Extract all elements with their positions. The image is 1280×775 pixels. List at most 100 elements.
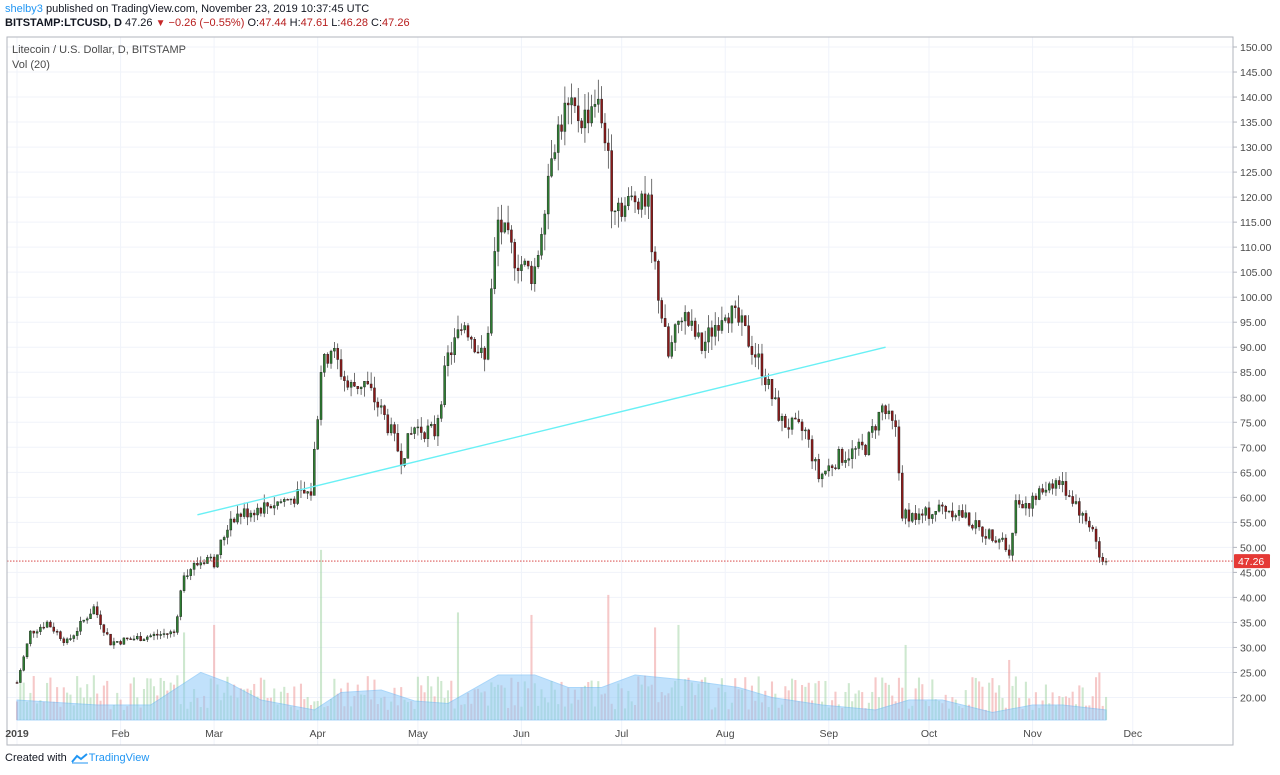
candle-body: [931, 514, 934, 519]
candle-body: [443, 365, 446, 405]
candle-body: [687, 312, 690, 326]
candle-body: [389, 424, 393, 434]
volume-bar: [456, 612, 460, 720]
volume-bar: [436, 676, 439, 720]
candle-body: [633, 195, 637, 203]
low-label: L:: [331, 17, 341, 29]
chart-title: Litecoin / U.S. Dollar, D, BITSTAMP: [12, 44, 187, 56]
candle-body: [573, 97, 577, 107]
candle-body: [466, 325, 470, 338]
candle-body: [824, 470, 827, 475]
candle-body: [132, 638, 136, 641]
candle-body: [556, 124, 560, 153]
candle-body: [536, 255, 540, 267]
volume-bar: [794, 680, 797, 720]
candle-body: [927, 507, 931, 519]
candle-body: [757, 353, 760, 358]
volume-bar: [981, 686, 984, 720]
candle-body: [232, 518, 236, 523]
chart-grid: [7, 37, 1233, 745]
candle-body: [379, 405, 383, 408]
candle-body: [520, 264, 523, 271]
candle-body: [49, 621, 52, 628]
candle-body: [450, 352, 453, 356]
volume-bar: [1078, 685, 1081, 720]
candle-body: [343, 376, 346, 381]
candle-body: [493, 251, 496, 289]
volume-bar: [86, 684, 89, 720]
x-tick-label: Nov: [1023, 728, 1042, 740]
candle-body: [473, 339, 476, 353]
author-name[interactable]: shelby3: [5, 3, 43, 15]
candle-body: [650, 194, 653, 253]
candle-body: [837, 449, 841, 469]
volume-indicator-label[interactable]: Vol (20): [12, 59, 50, 71]
candle-body: [309, 491, 313, 496]
candle-body: [276, 501, 279, 506]
candle-body: [961, 510, 964, 518]
volume-bar: [991, 678, 994, 720]
candle-body: [1038, 488, 1041, 500]
tradingview-logo[interactable]: TradingView: [70, 752, 149, 764]
candle-body: [533, 266, 537, 284]
candle-body: [830, 465, 834, 468]
open-label: O:: [247, 17, 260, 29]
candle-body: [346, 380, 349, 388]
candle-body: [156, 633, 159, 636]
last-price-label-bg: [1234, 554, 1270, 569]
candle-body: [516, 267, 520, 271]
candle-body: [583, 109, 587, 129]
candle-body: [730, 305, 734, 324]
x-tick-label: Mar: [205, 728, 224, 740]
candle-body: [236, 513, 239, 523]
candle-body: [32, 630, 35, 634]
candle-body: [456, 329, 460, 338]
volume-bar: [964, 690, 967, 720]
candle-body: [336, 348, 339, 360]
candle-body: [623, 205, 627, 217]
candle-body: [1068, 495, 1071, 497]
candle-body: [924, 507, 927, 516]
candle-body: [416, 426, 420, 429]
candle-body: [840, 449, 844, 463]
candle-body: [957, 510, 961, 516]
candle-body: [72, 635, 76, 639]
candle-body: [79, 621, 82, 632]
candle-body: [152, 633, 156, 636]
candle-body: [844, 459, 847, 463]
candle-body: [897, 426, 901, 474]
volume-bar: [530, 614, 533, 720]
volume-bar: [129, 683, 132, 720]
candle-body: [1051, 483, 1054, 489]
candle-body: [777, 397, 780, 421]
candle-body: [186, 575, 189, 577]
y-tick-label: 110.00: [1240, 242, 1271, 254]
candle-body: [870, 426, 874, 433]
candle-body: [35, 631, 39, 634]
candle-body: [59, 631, 62, 639]
candle-body: [293, 498, 296, 504]
candle-body: [780, 416, 784, 421]
y-tick-label: 140.00: [1240, 92, 1272, 104]
x-tick-label: Apr: [310, 728, 327, 740]
publish-text: published on TradingView.com, November 2…: [45, 3, 370, 15]
candle-body: [991, 529, 994, 541]
candle-body: [376, 401, 380, 408]
candle-body: [85, 618, 89, 621]
candle-body: [984, 536, 988, 539]
candle-body: [383, 405, 386, 415]
candle-body: [510, 229, 513, 243]
candle-body: [1074, 501, 1078, 504]
volume-bar: [299, 683, 303, 720]
candle-body: [593, 104, 597, 107]
candle-body: [229, 518, 233, 531]
candle-body: [911, 513, 914, 522]
candle-body: [169, 631, 172, 635]
candle-body: [219, 539, 223, 555]
candle-body: [854, 448, 857, 450]
candle-body: [683, 312, 687, 322]
candle-body: [396, 433, 400, 452]
candle-body: [526, 260, 530, 267]
candle-body: [1041, 488, 1044, 493]
